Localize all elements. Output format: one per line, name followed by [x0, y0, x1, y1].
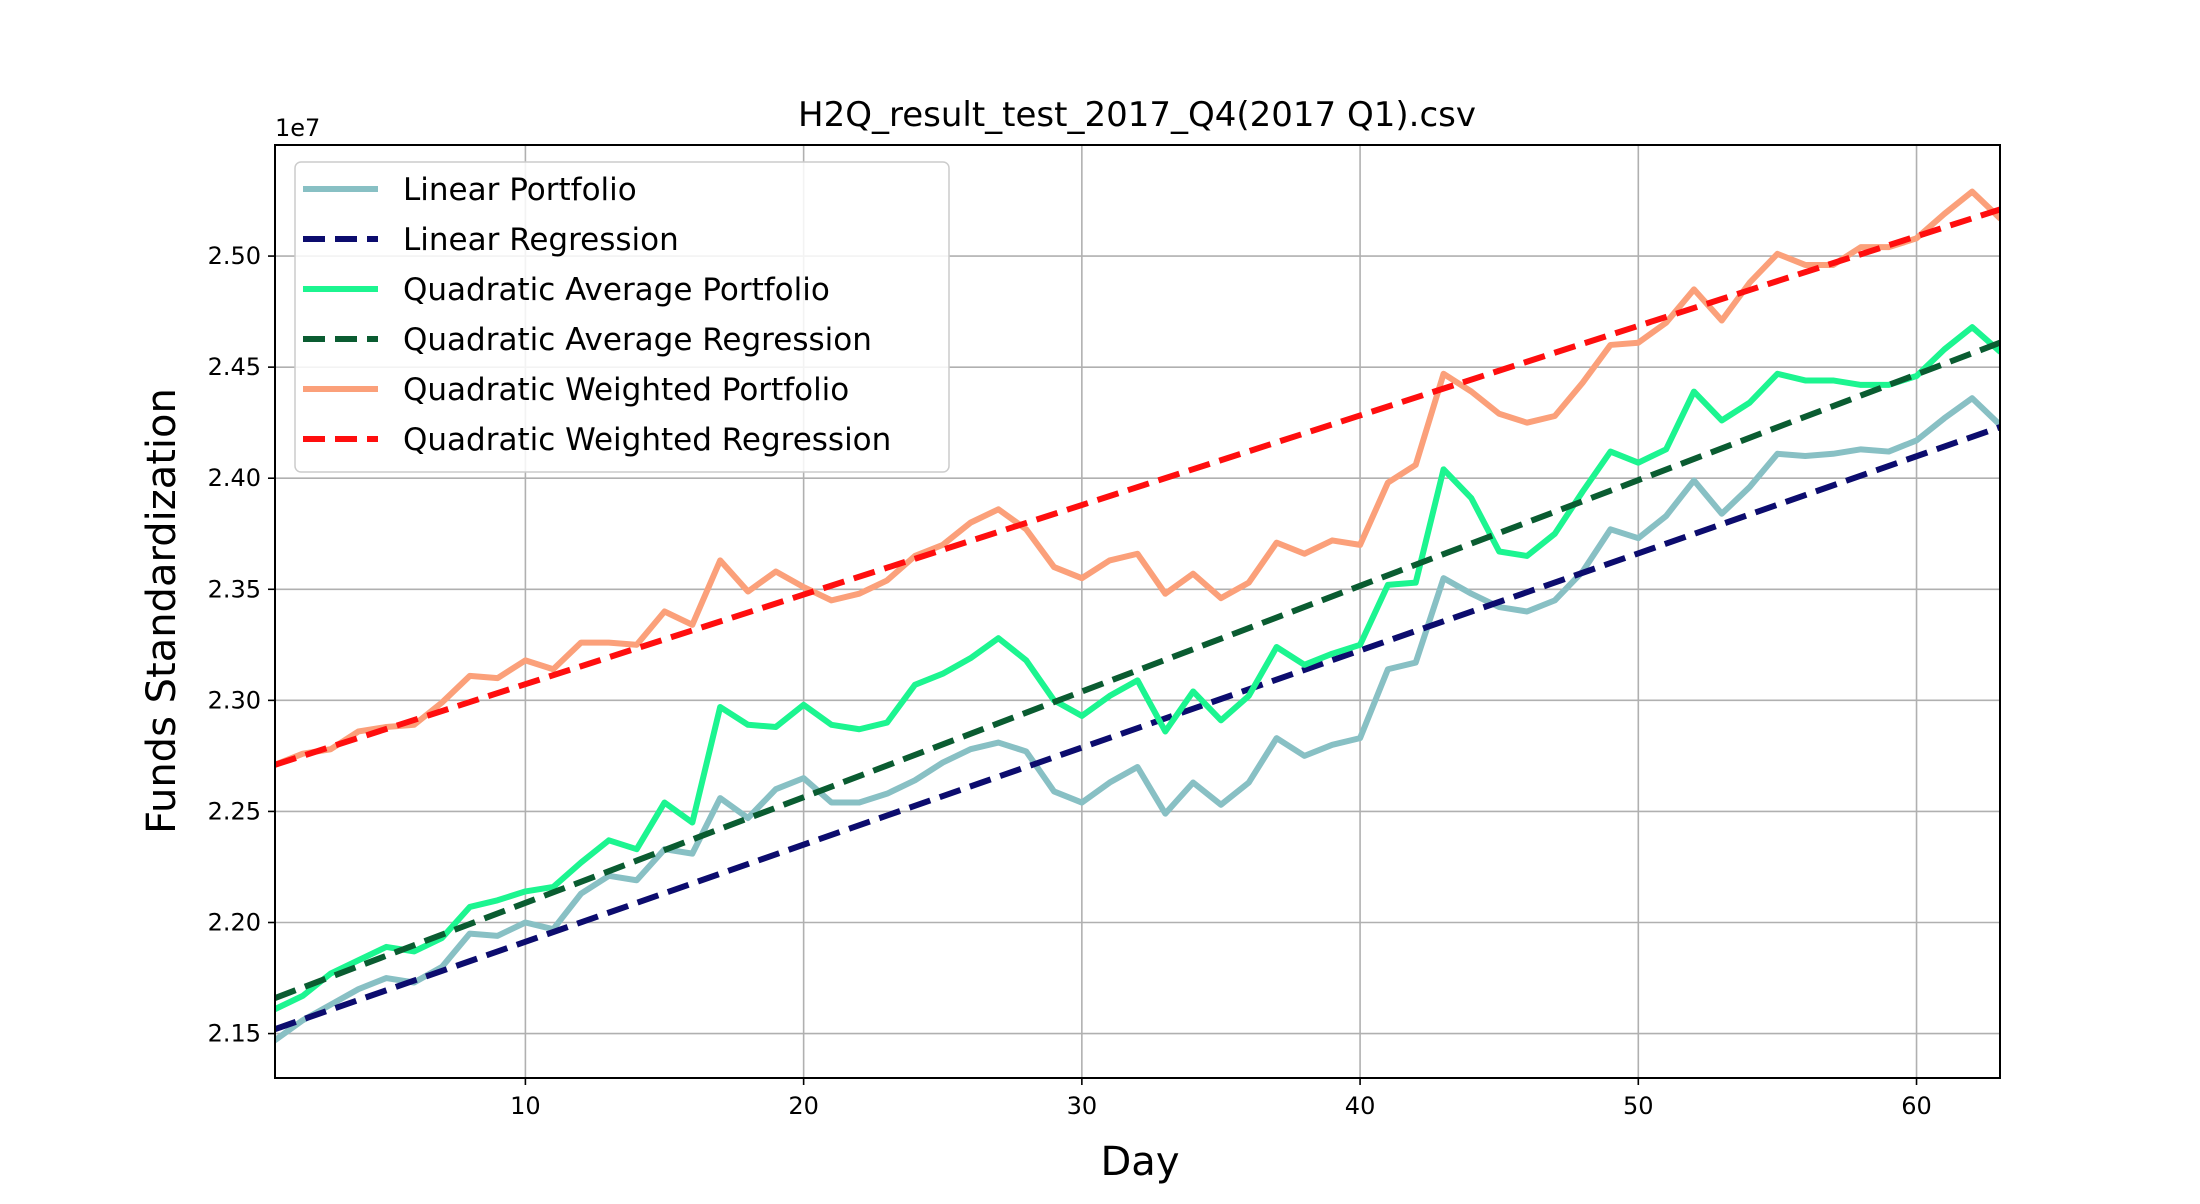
- legend-label-linear-portfolio: Linear Portfolio: [403, 172, 637, 208]
- plot-frame: [274, 144, 2001, 1079]
- quadratic-average-regression-line: [275, 339, 2000, 1001]
- y-tick-label: 2.40: [208, 464, 261, 492]
- legend-box: [294, 161, 950, 473]
- quadratic-weighted-portfolio-line: [275, 188, 2000, 768]
- y-axis-label: Funds Standardization: [139, 388, 185, 834]
- y-tick-label: 2.30: [208, 686, 261, 714]
- x-tick-label: 30: [1067, 1092, 1098, 1120]
- legend: Linear Portfolio Linear Regression Quadrat…: [294, 161, 950, 473]
- x-tick-label: 10: [510, 1092, 541, 1120]
- y-tick-label: 2.45: [208, 353, 261, 381]
- series-layer: [275, 188, 2000, 1044]
- legend-label-linear-regression: Linear Regression: [403, 222, 679, 258]
- axis-ticks: 10 20 30 40 50 60 2.15 2.20 2.25 2.30 2.35 2.40 2.45…: [208, 242, 1932, 1120]
- quadratic-weighted-regression-line: [275, 206, 2000, 768]
- linear-regression-line: [275, 424, 2000, 1032]
- legend-label-quadratic-weighted-portfolio: Quadratic Weighted Portfolio: [403, 372, 849, 408]
- y-tick-label: 2.50: [208, 242, 261, 270]
- y-tick-label: 2.15: [208, 1020, 261, 1048]
- legend-label-quadratic-average-regression: Quadratic Average Regression: [403, 322, 872, 358]
- linear-portfolio-line: [275, 395, 2000, 1044]
- x-tick-label: 60: [1901, 1092, 1932, 1120]
- x-tick-label: 50: [1623, 1092, 1654, 1120]
- chart-title: H2Q_result_test_2017_Q4(2017 Q1).csv: [798, 95, 1476, 135]
- y-tick-label: 2.20: [208, 909, 261, 937]
- x-tick-label: 40: [1345, 1092, 1376, 1120]
- legend-label-quadratic-average-portfolio: Quadratic Average Portfolio: [403, 272, 830, 308]
- x-tick-label: 20: [788, 1092, 819, 1120]
- x-axis-label: Day: [1101, 1139, 1180, 1185]
- quadratic-average-portfolio-line: [275, 324, 2000, 1013]
- y-tick-label: 2.25: [208, 797, 261, 825]
- y-axis-offset-label: 1e7: [275, 114, 320, 142]
- y-tick-label: 2.35: [208, 575, 261, 603]
- legend-label-quadratic-weighted-regression: Quadratic Weighted Regression: [403, 422, 891, 458]
